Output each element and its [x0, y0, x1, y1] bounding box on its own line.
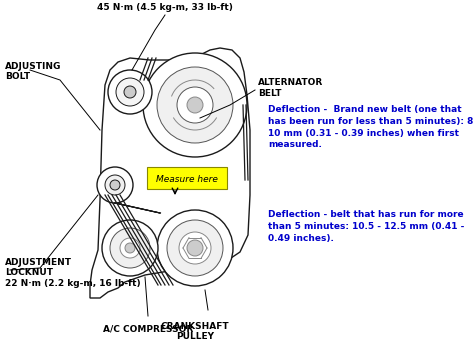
Circle shape: [120, 238, 140, 258]
Circle shape: [124, 86, 136, 98]
Circle shape: [110, 180, 120, 190]
Circle shape: [102, 220, 158, 276]
Text: ALTERNATOR
BELT: ALTERNATOR BELT: [258, 78, 323, 98]
Circle shape: [157, 210, 233, 286]
Text: Measure here: Measure here: [156, 175, 218, 184]
Circle shape: [177, 87, 213, 123]
Circle shape: [187, 97, 203, 113]
Text: ADJUSTMENT
LOCKNUT
22 N·m (2.2 kg-m, 16 lb-ft): ADJUSTMENT LOCKNUT 22 N·m (2.2 kg-m, 16 …: [5, 258, 141, 288]
Text: CRANKSHAFT
PULLEY: CRANKSHAFT PULLEY: [161, 322, 229, 342]
FancyBboxPatch shape: [147, 167, 227, 189]
Text: MOUNTING BOLT
45 N·m (4.5 kg-m, 33 lb-ft): MOUNTING BOLT 45 N·m (4.5 kg-m, 33 lb-ft…: [97, 0, 233, 12]
Circle shape: [105, 175, 125, 195]
Circle shape: [110, 228, 150, 268]
Circle shape: [97, 167, 133, 203]
Circle shape: [179, 232, 211, 264]
Circle shape: [116, 78, 144, 106]
Circle shape: [157, 67, 233, 143]
Circle shape: [108, 70, 152, 114]
Circle shape: [143, 53, 247, 157]
Text: Deflection - belt that has run for more
than 5 minutes: 10.5 - 12.5 mm (0.41 -
0: Deflection - belt that has run for more …: [268, 210, 465, 243]
Text: A/C COMPRESSOR: A/C COMPRESSOR: [103, 325, 193, 334]
Circle shape: [167, 220, 223, 276]
Polygon shape: [90, 48, 250, 298]
Text: ADJUSTING
BOLT: ADJUSTING BOLT: [5, 62, 61, 81]
Text: Deflection -  Brand new belt (one that
has been run for less than 5 minutes): 8 : Deflection - Brand new belt (one that ha…: [268, 105, 474, 149]
Circle shape: [187, 240, 203, 256]
Circle shape: [125, 243, 135, 253]
